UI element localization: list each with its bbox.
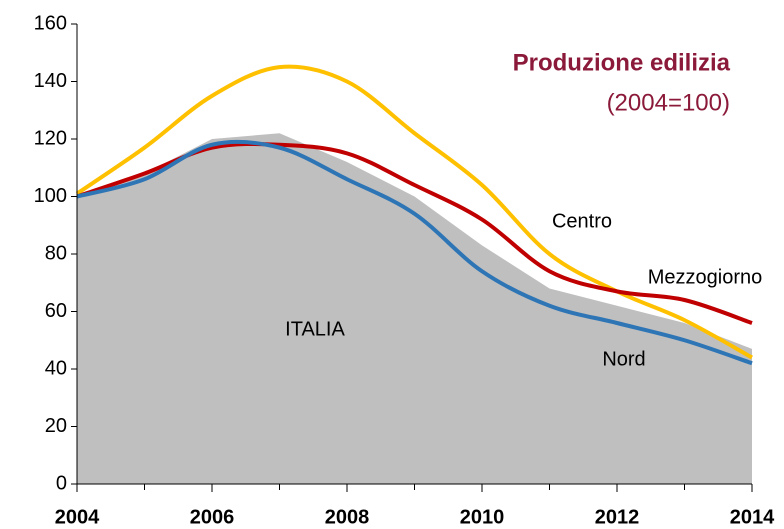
y-tick-label: 120 (34, 127, 67, 149)
x-tick-label: 2006 (190, 506, 235, 528)
x-tick-label: 2004 (55, 506, 100, 528)
y-tick-label: 20 (45, 415, 67, 437)
y-tick-label: 60 (45, 300, 67, 322)
chart-subtitle: (2004=100) (607, 89, 730, 116)
y-tick-label: 40 (45, 357, 67, 379)
y-tick-label: 0 (56, 472, 67, 494)
x-tick-label: 2014 (730, 506, 775, 528)
y-tick-label: 80 (45, 242, 67, 264)
x-tick-label: 2012 (595, 506, 640, 528)
line (75, 64, 753, 360)
series-label: ITALIA (285, 318, 345, 340)
x-tick-label: 2010 (460, 506, 505, 528)
x-tick-label: 2008 (325, 506, 370, 528)
area (77, 133, 752, 484)
series-label: Centro (552, 210, 612, 232)
line (76, 139, 753, 366)
series-label: Mezzogiorno (648, 266, 763, 288)
y-tick-label: 160 (34, 12, 67, 34)
y-tick-label: 140 (34, 70, 67, 92)
chart-title: Produzione edilizia (513, 49, 731, 76)
y-tick-label: 100 (34, 185, 67, 207)
series-label: Nord (602, 348, 645, 370)
